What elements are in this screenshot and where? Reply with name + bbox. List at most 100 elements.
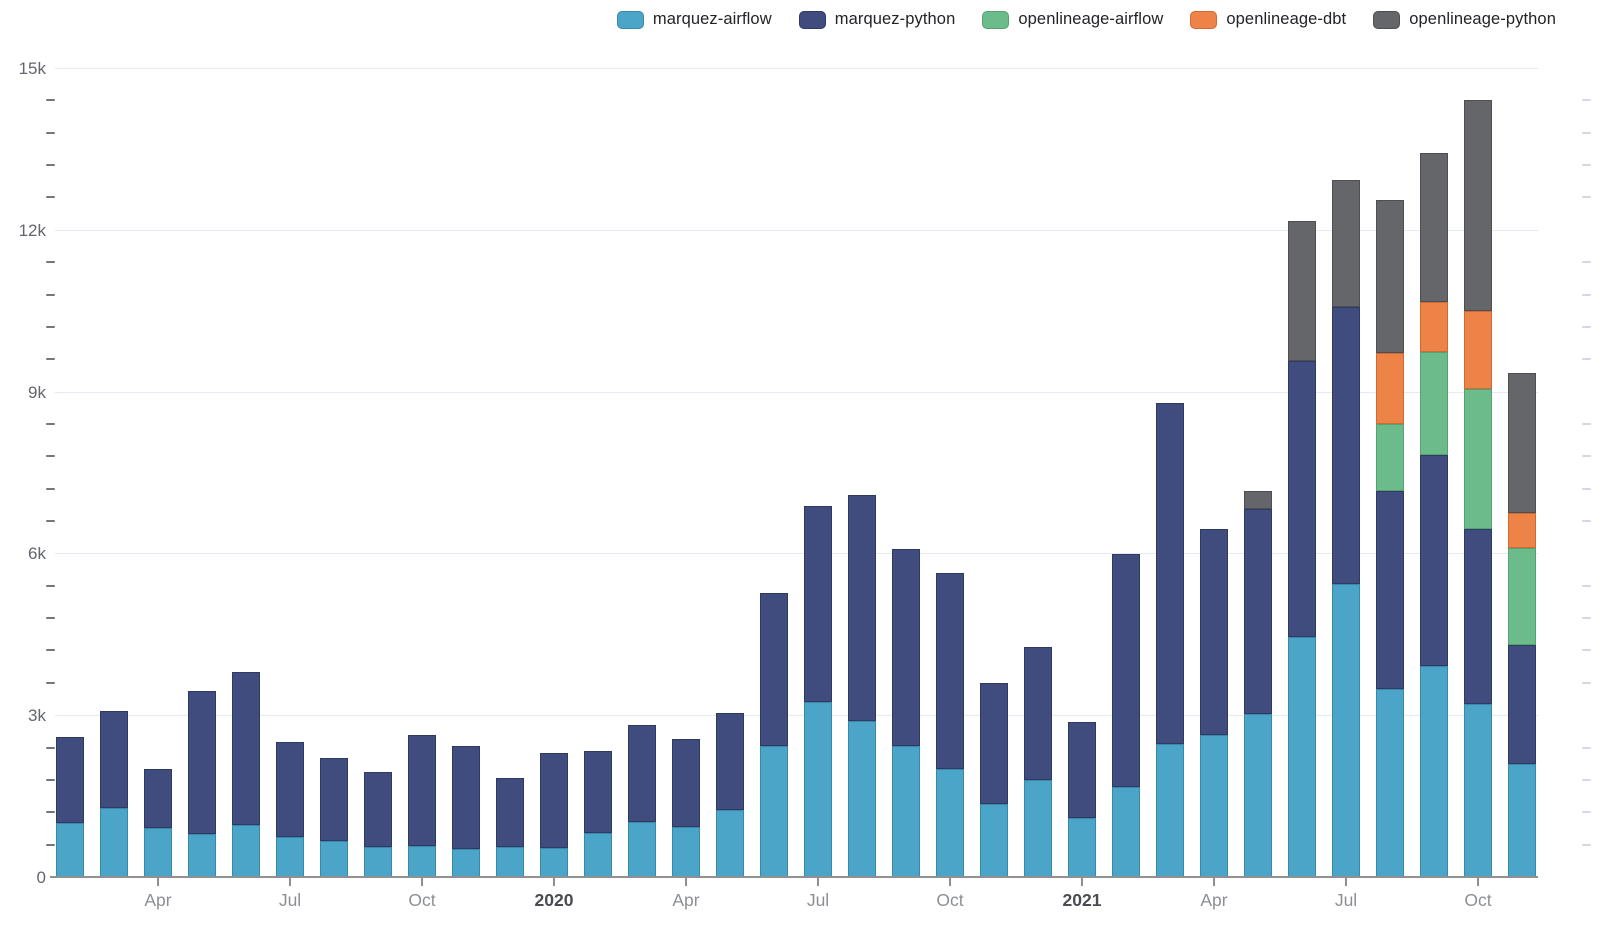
- bar-segment-marquez-airflow[interactable]: [364, 847, 392, 877]
- bar-segment-openlineage-dbt[interactable]: [1420, 302, 1448, 353]
- bar-jun-2021[interactable]: [1288, 220, 1316, 877]
- bar-segment-marquez-python[interactable]: [1244, 509, 1272, 715]
- bar-segment-marquez-python[interactable]: [408, 734, 436, 846]
- bar-segment-marquez-airflow[interactable]: [672, 827, 700, 877]
- bar-may-2019[interactable]: [188, 690, 216, 877]
- bar-segment-marquez-airflow[interactable]: [1112, 787, 1140, 877]
- bar-segment-marquez-airflow[interactable]: [1376, 689, 1404, 877]
- legend-item-marquez-python[interactable]: marquez-python: [798, 10, 956, 29]
- bar-segment-openlineage-airflow[interactable]: [1376, 423, 1404, 492]
- bar-jun-2020[interactable]: [760, 592, 788, 877]
- bar-nov-2021[interactable]: [1508, 372, 1536, 877]
- bar-dec-2020[interactable]: [1024, 646, 1052, 877]
- bar-segment-marquez-python[interactable]: [804, 505, 832, 703]
- legend-item-openlineage-python[interactable]: openlineage-python: [1373, 10, 1556, 29]
- bar-segment-marquez-airflow[interactable]: [56, 823, 84, 877]
- bar-segment-marquez-python[interactable]: [540, 752, 568, 848]
- bar-segment-openlineage-dbt[interactable]: [1464, 310, 1492, 389]
- bar-segment-marquez-airflow[interactable]: [936, 768, 964, 877]
- bar-segment-openlineage-python[interactable]: [1464, 100, 1492, 311]
- bar-oct-2019[interactable]: [408, 734, 436, 877]
- bar-segment-openlineage-python[interactable]: [1420, 153, 1448, 303]
- bar-segment-marquez-airflow[interactable]: [760, 746, 788, 877]
- bar-feb-2020[interactable]: [584, 751, 612, 877]
- bar-segment-marquez-airflow[interactable]: [276, 836, 304, 877]
- bar-segment-marquez-airflow[interactable]: [1068, 818, 1096, 877]
- bar-nov-2019[interactable]: [452, 746, 480, 877]
- bar-segment-marquez-python[interactable]: [848, 494, 876, 722]
- bar-mar-2021[interactable]: [1156, 402, 1184, 877]
- bar-segment-marquez-python[interactable]: [100, 710, 128, 808]
- bar-segment-marquez-python[interactable]: [1420, 454, 1448, 666]
- bar-segment-marquez-python[interactable]: [1332, 307, 1360, 584]
- bar-jul-2019[interactable]: [276, 741, 304, 877]
- bar-segment-marquez-python[interactable]: [1508, 645, 1536, 764]
- bar-sep-2021[interactable]: [1420, 153, 1448, 877]
- bar-segment-marquez-python[interactable]: [716, 713, 744, 810]
- bar-feb-2019[interactable]: [56, 736, 84, 877]
- bar-apr-2019[interactable]: [144, 769, 172, 877]
- bar-segment-marquez-airflow[interactable]: [1244, 714, 1272, 877]
- bar-jan-2021[interactable]: [1068, 722, 1096, 877]
- bar-apr-2021[interactable]: [1200, 529, 1228, 877]
- bar-feb-2021[interactable]: [1112, 554, 1140, 877]
- bar-jun-2019[interactable]: [232, 671, 260, 877]
- bar-dec-2019[interactable]: [496, 777, 524, 877]
- bar-segment-marquez-airflow[interactable]: [1288, 636, 1316, 877]
- bar-segment-marquez-python[interactable]: [188, 690, 216, 834]
- bar-segment-marquez-airflow[interactable]: [1200, 735, 1228, 877]
- bar-segment-openlineage-python[interactable]: [1332, 180, 1360, 308]
- bar-jul-2020[interactable]: [804, 505, 832, 877]
- bar-segment-openlineage-dbt[interactable]: [1376, 353, 1404, 424]
- bar-aug-2019[interactable]: [320, 758, 348, 877]
- bar-segment-marquez-python[interactable]: [1024, 646, 1052, 781]
- bar-segment-marquez-python[interactable]: [364, 771, 392, 848]
- bar-segment-marquez-python[interactable]: [56, 736, 84, 824]
- bar-segment-openlineage-python[interactable]: [1508, 372, 1536, 513]
- bar-segment-marquez-python[interactable]: [584, 751, 612, 834]
- bar-segment-marquez-python[interactable]: [1376, 491, 1404, 690]
- bar-apr-2020[interactable]: [672, 739, 700, 877]
- legend-item-marquez-airflow[interactable]: marquez-airflow: [616, 10, 772, 29]
- bar-segment-marquez-airflow[interactable]: [188, 833, 216, 877]
- bar-segment-marquez-airflow[interactable]: [408, 845, 436, 877]
- bar-segment-marquez-airflow[interactable]: [584, 833, 612, 877]
- bar-segment-openlineage-airflow[interactable]: [1464, 388, 1492, 530]
- bar-segment-marquez-airflow[interactable]: [496, 847, 524, 877]
- bar-segment-marquez-airflow[interactable]: [1332, 583, 1360, 877]
- bar-segment-marquez-airflow[interactable]: [144, 828, 172, 877]
- bar-may-2020[interactable]: [716, 713, 744, 877]
- bar-segment-marquez-airflow[interactable]: [452, 848, 480, 877]
- bar-jul-2021[interactable]: [1332, 180, 1360, 877]
- bar-segment-marquez-airflow[interactable]: [100, 807, 128, 877]
- bar-segment-marquez-airflow[interactable]: [980, 804, 1008, 877]
- bar-mar-2020[interactable]: [628, 725, 656, 877]
- legend-item-openlineage-airflow[interactable]: openlineage-airflow: [982, 10, 1163, 29]
- bar-segment-marquez-airflow[interactable]: [1156, 744, 1184, 877]
- legend-item-openlineage-dbt[interactable]: openlineage-dbt: [1190, 10, 1346, 29]
- bar-segment-marquez-airflow[interactable]: [1420, 665, 1448, 877]
- bar-jan-2020[interactable]: [540, 752, 568, 877]
- bar-segment-openlineage-airflow[interactable]: [1508, 548, 1536, 646]
- bar-sep-2020[interactable]: [892, 549, 920, 877]
- bar-segment-marquez-airflow[interactable]: [540, 847, 568, 877]
- bar-segment-marquez-python[interactable]: [1112, 554, 1140, 788]
- bar-aug-2021[interactable]: [1376, 200, 1404, 877]
- bar-segment-marquez-python[interactable]: [1200, 529, 1228, 736]
- bar-nov-2020[interactable]: [980, 682, 1008, 877]
- bar-segment-marquez-python[interactable]: [320, 758, 348, 841]
- bar-segment-openlineage-python[interactable]: [1288, 220, 1316, 361]
- bar-segment-marquez-airflow[interactable]: [628, 821, 656, 877]
- bar-oct-2020[interactable]: [936, 572, 964, 877]
- bar-segment-marquez-python[interactable]: [936, 572, 964, 769]
- bar-segment-marquez-python[interactable]: [276, 741, 304, 837]
- bar-segment-marquez-airflow[interactable]: [892, 746, 920, 877]
- bar-segment-openlineage-airflow[interactable]: [1420, 352, 1448, 455]
- bar-segment-openlineage-python[interactable]: [1376, 200, 1404, 354]
- bar-segment-marquez-python[interactable]: [1288, 360, 1316, 637]
- bar-segment-marquez-airflow[interactable]: [716, 809, 744, 877]
- bar-segment-marquez-python[interactable]: [672, 739, 700, 828]
- bar-segment-marquez-python[interactable]: [232, 671, 260, 826]
- bar-sep-2019[interactable]: [364, 771, 392, 877]
- bar-aug-2020[interactable]: [848, 494, 876, 877]
